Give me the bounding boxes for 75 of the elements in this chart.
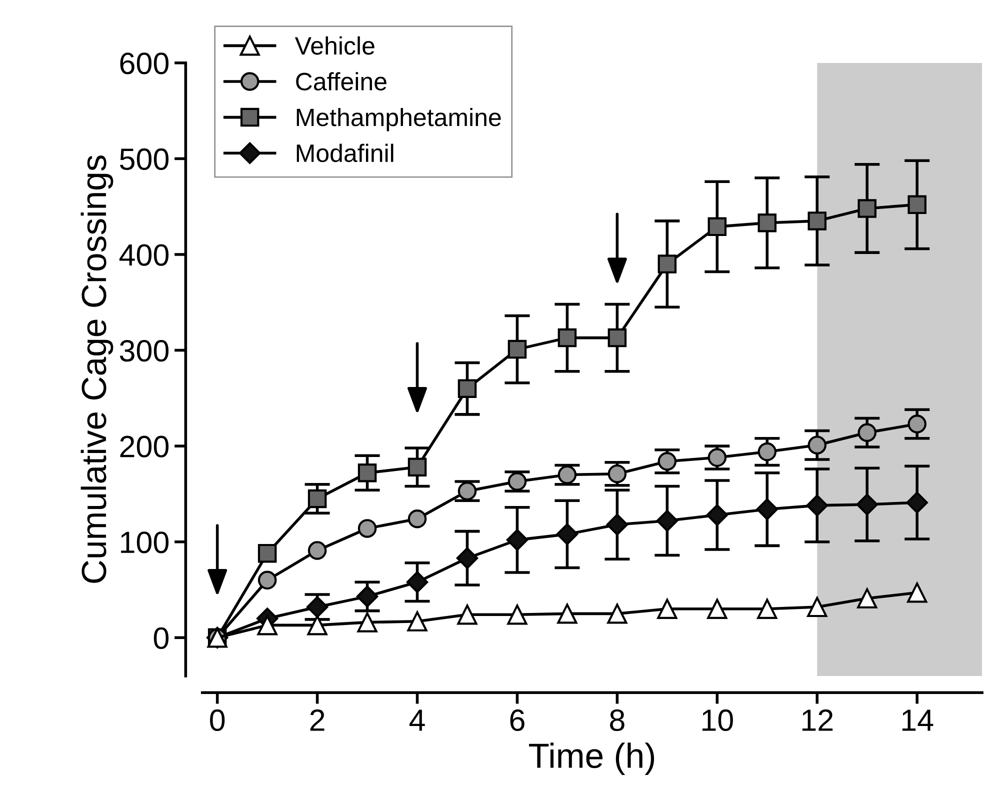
point (458, 482, 477, 500)
point (658, 452, 677, 471)
point (607, 604, 628, 624)
point (457, 604, 478, 625)
point (707, 598, 728, 619)
point (308, 541, 327, 560)
x-tick-label: 6 (510, 709, 524, 732)
point (558, 465, 577, 484)
point (708, 448, 727, 467)
point (358, 464, 377, 482)
point (758, 442, 777, 462)
point (508, 340, 527, 359)
point (908, 414, 926, 434)
x-tick-label: 10 (702, 709, 733, 732)
x-tick-label: 8 (610, 709, 624, 732)
point (506, 529, 528, 551)
y-tick-label: 0 (154, 627, 169, 650)
x-tick-label: 12 (802, 709, 833, 731)
point (756, 498, 778, 520)
point (357, 612, 378, 632)
point (407, 611, 428, 632)
point (257, 615, 278, 636)
point (856, 494, 878, 516)
y-tick-label: 400 (119, 244, 169, 266)
point (706, 504, 728, 526)
point (858, 199, 876, 218)
point (408, 509, 427, 528)
legend-label: Caffeine (296, 72, 386, 90)
legend-label: Methamphetamine (296, 108, 501, 132)
point (656, 510, 678, 532)
legend-label: Modafinil (296, 144, 394, 162)
y-tick-label: 100 (121, 532, 169, 554)
point (906, 492, 928, 514)
point (557, 604, 578, 624)
point (507, 604, 528, 625)
point (308, 489, 327, 508)
point (408, 458, 427, 477)
point (358, 519, 377, 538)
x-tick-label: 14 (902, 710, 934, 731)
y-axis-title: Cumulative Cage Crossings (80, 155, 114, 583)
y-tick-label: 500 (120, 148, 169, 170)
point (657, 598, 678, 619)
point (608, 464, 627, 484)
legend-label: Vehicle (294, 36, 374, 55)
point (456, 547, 478, 569)
point (608, 328, 627, 348)
point (508, 472, 527, 491)
x-tick-label: 0 (210, 709, 225, 732)
point (558, 328, 577, 348)
point (708, 217, 727, 236)
point (907, 582, 928, 603)
point (356, 586, 378, 608)
point (556, 523, 578, 546)
point (258, 544, 277, 563)
point (807, 596, 828, 618)
point (406, 571, 428, 593)
point (808, 436, 826, 454)
point (307, 615, 328, 636)
point (258, 570, 277, 590)
x-axis-title: Time (h) (529, 742, 654, 775)
point (806, 494, 828, 516)
point (758, 213, 777, 232)
point (858, 423, 876, 442)
point (908, 195, 926, 214)
x-tick-label: 4 (409, 710, 425, 731)
y-tick-label: 300 (120, 340, 169, 362)
y-tick-label: 600 (120, 52, 169, 74)
x-tick-label: 2 (310, 709, 324, 731)
y-tick-label: 200 (120, 436, 169, 458)
point (606, 514, 628, 536)
point (808, 212, 826, 230)
point (757, 598, 778, 619)
point (658, 254, 677, 274)
point (458, 379, 477, 398)
point (857, 588, 878, 608)
